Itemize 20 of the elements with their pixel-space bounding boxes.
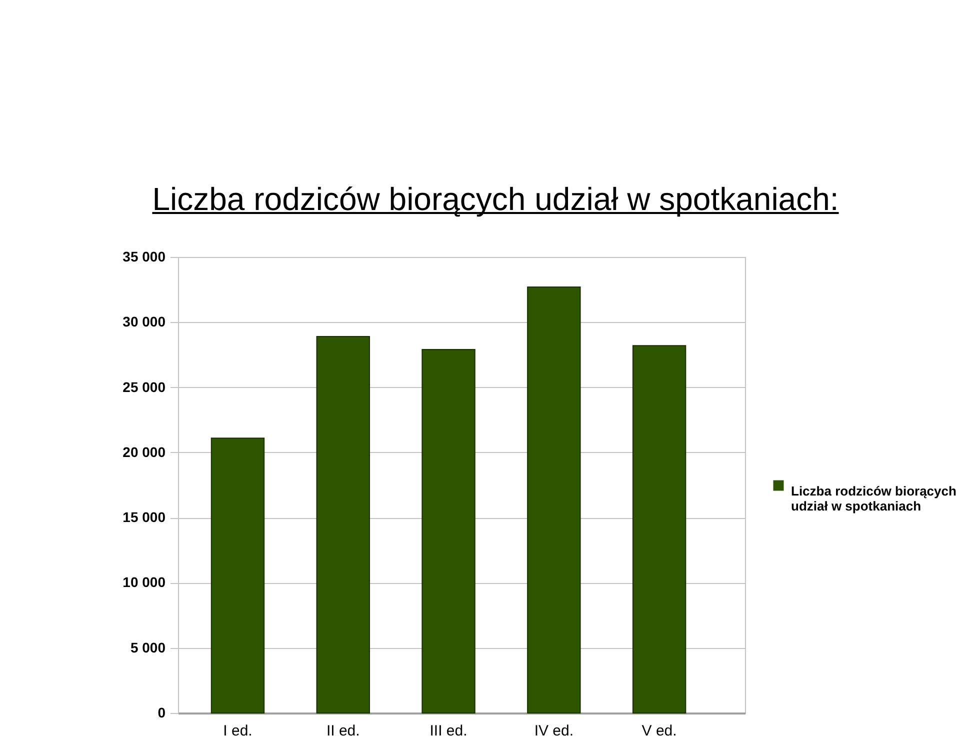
y-tick-label: 15 000: [122, 509, 166, 526]
x-tick-label: I ed.: [223, 722, 252, 739]
bar: [527, 286, 581, 714]
y-tick-label: 10 000: [122, 574, 166, 590]
x-tick-label: V ed.: [642, 722, 677, 739]
bar: [210, 438, 265, 714]
y-tick-label: 0: [158, 704, 166, 720]
legend-label: Liczba rodziców biorących udział w spotkaniach: [791, 484, 956, 514]
x-tick-label: II ed.: [326, 722, 360, 739]
x-tick-label: III ed.: [430, 722, 468, 739]
y-tick-label: 30 000: [122, 314, 166, 330]
bar: [422, 349, 476, 714]
bar: [316, 336, 370, 714]
x-tick-label: IV ed.: [534, 722, 574, 739]
bar: [632, 345, 686, 714]
y-tick-label: 20 000: [122, 444, 166, 460]
y-tick-label: 25 000: [122, 378, 166, 395]
y-tick-label: 35 000: [122, 248, 166, 264]
chart-title: Liczba rodziców biorących udział w spotkaniach:: [152, 181, 839, 217]
y-tick-label: 5 000: [130, 639, 166, 656]
